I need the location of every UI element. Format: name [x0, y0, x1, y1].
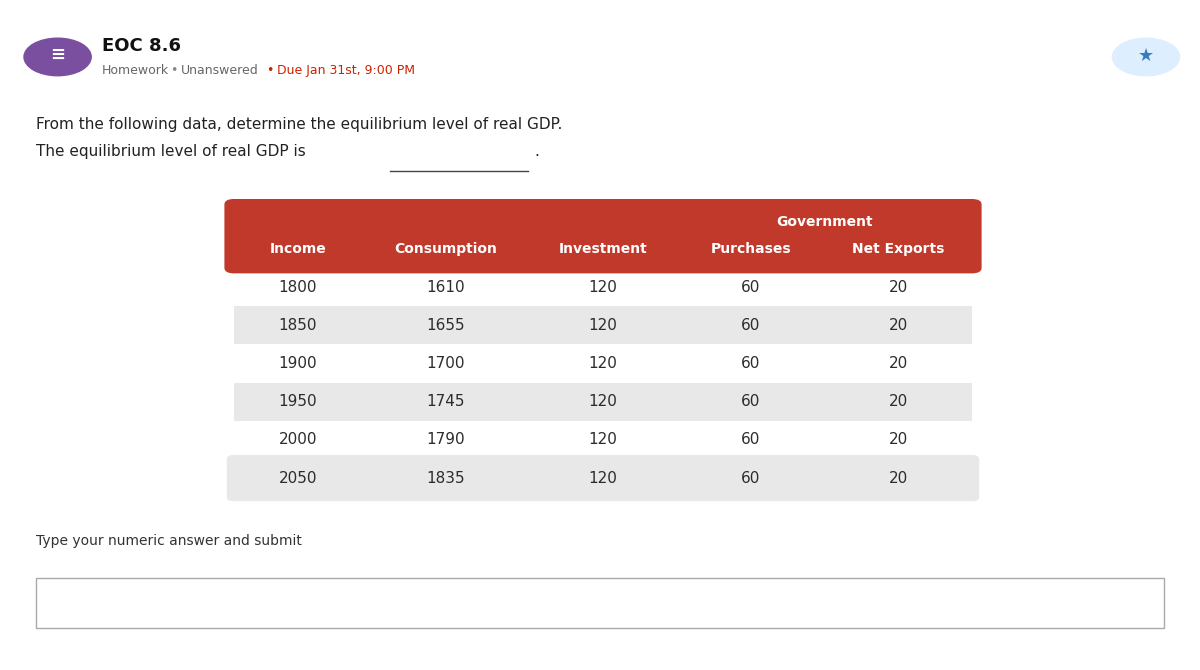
FancyBboxPatch shape	[224, 199, 982, 273]
Text: 20: 20	[888, 470, 908, 486]
Text: Unanswered: Unanswered	[181, 64, 259, 76]
Text: 120: 120	[588, 394, 618, 409]
Text: From the following data, determine the equilibrium level of real GDP.: From the following data, determine the e…	[36, 117, 563, 132]
Text: 1700: 1700	[426, 356, 464, 371]
Bar	[234, 306, 972, 344]
Text: 1610: 1610	[426, 279, 464, 295]
Text: 60: 60	[740, 279, 761, 295]
Text: 1655: 1655	[426, 318, 464, 333]
Text: Government: Government	[776, 215, 872, 229]
Text: 20: 20	[888, 394, 908, 409]
Bar	[234, 268, 972, 306]
Text: 20: 20	[888, 432, 908, 448]
Text: 20: 20	[888, 356, 908, 371]
Text: •: •	[170, 64, 178, 76]
Text: Due Jan 31st, 9:00 PM: Due Jan 31st, 9:00 PM	[277, 64, 415, 76]
Text: .: .	[534, 144, 539, 159]
Text: •: •	[266, 64, 274, 76]
Text: Type your numeric answer and submit: Type your numeric answer and submit	[36, 534, 302, 548]
Bar	[234, 421, 972, 459]
Text: 60: 60	[740, 394, 761, 409]
Circle shape	[24, 38, 91, 76]
Text: 120: 120	[588, 432, 618, 448]
Text: 120: 120	[588, 470, 618, 486]
Text: Income: Income	[270, 242, 326, 256]
Text: ★: ★	[1138, 47, 1154, 64]
Text: Consumption: Consumption	[394, 242, 497, 256]
Bar	[234, 344, 972, 383]
Text: EOC 8.6: EOC 8.6	[102, 37, 181, 55]
Text: Net Exports: Net Exports	[852, 242, 944, 256]
Text: Investment: Investment	[559, 242, 647, 256]
Text: 20: 20	[888, 279, 908, 295]
Text: 60: 60	[740, 318, 761, 333]
Text: 1745: 1745	[426, 394, 464, 409]
Text: The equilibrium level of real GDP is: The equilibrium level of real GDP is	[36, 144, 311, 159]
Text: 120: 120	[588, 356, 618, 371]
Text: 60: 60	[740, 356, 761, 371]
FancyBboxPatch shape	[36, 578, 1164, 628]
Text: ≡: ≡	[50, 46, 65, 64]
Text: 1835: 1835	[426, 470, 464, 486]
Text: 60: 60	[740, 432, 761, 448]
Text: Homework: Homework	[102, 64, 169, 76]
FancyBboxPatch shape	[227, 455, 979, 501]
Text: 1800: 1800	[278, 279, 317, 295]
Text: 20: 20	[888, 318, 908, 333]
Text: 1950: 1950	[278, 394, 317, 409]
Text: 120: 120	[588, 279, 618, 295]
Text: 2050: 2050	[278, 470, 317, 486]
Circle shape	[1112, 38, 1180, 76]
Text: 60: 60	[740, 470, 761, 486]
Text: 2000: 2000	[278, 432, 317, 448]
Text: Purchases: Purchases	[710, 242, 791, 256]
Text: 1790: 1790	[426, 432, 464, 448]
Text: 120: 120	[588, 318, 618, 333]
Text: 1850: 1850	[278, 318, 317, 333]
Bar	[234, 383, 972, 421]
Text: 1900: 1900	[278, 356, 317, 371]
